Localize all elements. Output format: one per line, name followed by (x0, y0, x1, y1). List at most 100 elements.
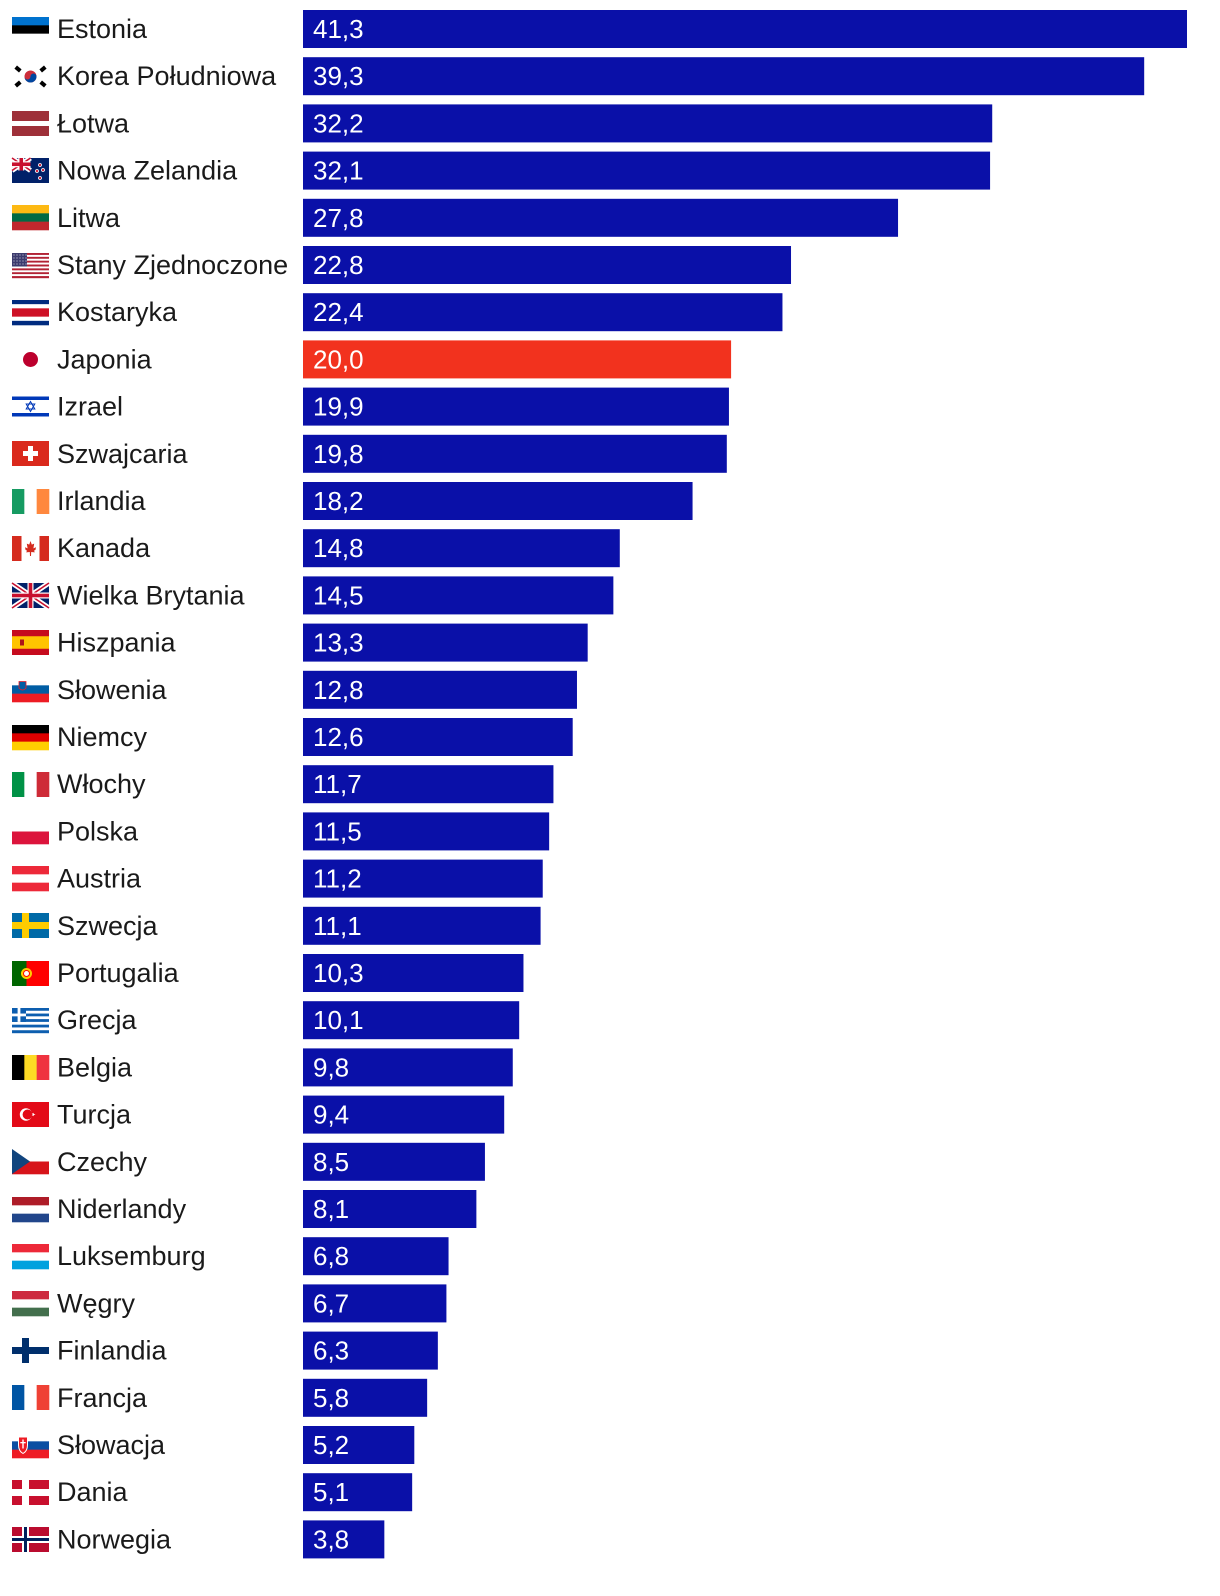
category-label: Korea Południowa (57, 61, 277, 91)
slovenia-flag-icon (12, 677, 49, 703)
switzerland-flag-icon (12, 441, 49, 466)
value-label: 11,1 (313, 911, 362, 941)
bar (303, 57, 1145, 96)
bar (303, 340, 732, 379)
czechia-flag-icon (12, 1149, 49, 1175)
category-label: Szwajcaria (57, 439, 189, 469)
sweden-flag-icon (12, 913, 49, 938)
value-label: 8,5 (313, 1147, 349, 1177)
value-label: 18,2 (313, 486, 364, 516)
category-label: Polska (57, 816, 139, 846)
category-label: Włochy (57, 769, 146, 799)
japan-flag-icon (12, 347, 49, 372)
value-label: 19,9 (313, 392, 364, 422)
bar (303, 1237, 449, 1276)
value-label: 6,3 (313, 1336, 349, 1366)
category-label: Izrael (57, 392, 123, 422)
category-label: Niemcy (57, 722, 148, 752)
ireland-flag-icon (12, 489, 50, 514)
bar (303, 1095, 505, 1134)
bar (303, 812, 550, 851)
bar (303, 576, 614, 615)
austria-flag-icon (12, 866, 49, 892)
value-label: 10,1 (313, 1005, 364, 1035)
estonia-flag-icon (12, 17, 49, 43)
value-label: 32,1 (313, 156, 364, 186)
lithuania-flag-icon (12, 205, 49, 231)
category-label: Grecja (57, 1005, 138, 1035)
bar (303, 765, 554, 804)
value-label: 13,3 (313, 628, 364, 658)
belgium-flag-icon (12, 1055, 50, 1080)
usa-flag-icon (12, 253, 49, 279)
value-label: 12,6 (313, 722, 364, 752)
value-label: 8,1 (313, 1194, 349, 1224)
value-label: 32,2 (313, 108, 364, 138)
value-label: 6,8 (313, 1241, 349, 1271)
turkey-flag-icon (12, 1102, 49, 1127)
bar (303, 198, 899, 237)
value-label: 19,8 (313, 439, 364, 469)
south-korea-flag-icon (12, 64, 49, 89)
value-label: 11,2 (313, 864, 362, 894)
bar (303, 954, 524, 992)
category-label: Kostaryka (57, 297, 178, 327)
bar (303, 1142, 485, 1181)
category-label: Słowacja (57, 1430, 166, 1460)
value-label: 41,3 (313, 14, 364, 44)
category-label: Hiszpania (57, 628, 177, 658)
category-label: Finlandia (57, 1336, 168, 1366)
poland-flag-icon (12, 819, 49, 845)
category-label: Irlandia (57, 486, 147, 516)
norway-flag-icon (12, 1527, 49, 1552)
category-label: Austria (57, 864, 142, 894)
value-label: 5,8 (313, 1383, 349, 1413)
bar (303, 859, 543, 898)
bar (303, 1426, 415, 1464)
category-label: Estonia (57, 14, 148, 44)
france-flag-icon (12, 1385, 50, 1410)
bar (303, 434, 727, 473)
category-label: Szwecja (57, 911, 159, 941)
category-label: Stany Zjednoczone (57, 250, 288, 280)
bar (303, 1048, 513, 1087)
bar (303, 1331, 438, 1370)
hungary-flag-icon (12, 1291, 49, 1317)
netherlands-flag-icon (12, 1197, 49, 1223)
value-label: 6,7 (313, 1288, 349, 1318)
israel-flag-icon (12, 394, 49, 419)
bar (303, 151, 991, 190)
germany-flag-icon (12, 725, 49, 751)
portugal-flag-icon (12, 961, 49, 986)
category-label: Francja (57, 1383, 148, 1413)
bar (303, 1378, 428, 1417)
category-label: Czechy (57, 1147, 148, 1177)
denmark-flag-icon (12, 1480, 49, 1505)
value-label: 11,7 (313, 769, 362, 799)
category-label: Wielka Brytania (57, 580, 246, 610)
category-label: Norwegia (57, 1524, 172, 1554)
value-label: 22,8 (313, 250, 364, 280)
bar (303, 1520, 385, 1559)
new-zealand-flag-icon (10, 155, 49, 183)
value-label: 9,4 (313, 1100, 349, 1130)
category-label: Dania (57, 1477, 129, 1507)
value-label: 3,8 (313, 1524, 349, 1554)
category-label: Luksemburg (57, 1241, 206, 1271)
latvia-flag-icon (12, 111, 49, 136)
value-label: 9,8 (313, 1052, 349, 1082)
category-label: Słowenia (57, 675, 168, 705)
value-label: 11,5 (313, 816, 362, 846)
category-label: Nowa Zelandia (57, 156, 238, 186)
italy-flag-icon (12, 772, 50, 797)
category-label: Kanada (57, 533, 151, 563)
category-label: Łotwa (57, 108, 130, 138)
finland-flag-icon (12, 1338, 49, 1363)
bar (303, 293, 783, 332)
greece-flag-icon (12, 1008, 49, 1034)
uk-flag-icon (10, 580, 51, 611)
luxembourg-flag-icon (12, 1244, 49, 1270)
bar (303, 1001, 520, 1040)
bar (303, 1284, 447, 1323)
